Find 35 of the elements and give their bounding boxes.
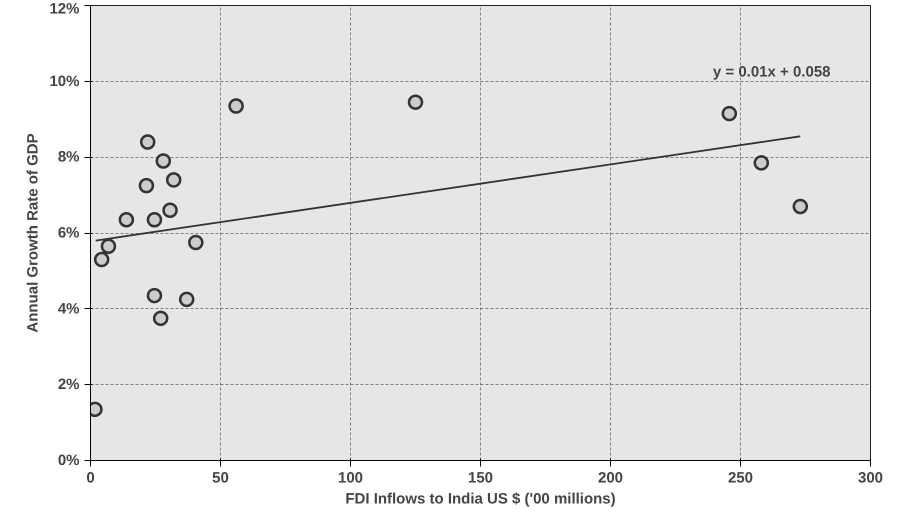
point (188, 234, 204, 250)
x-tick-label: 150 (468, 470, 494, 486)
point (140, 134, 156, 150)
point (166, 172, 182, 188)
point (792, 198, 808, 214)
y-tick-label: 4% (58, 300, 80, 318)
x-tick-label: 300 (858, 470, 884, 486)
point (754, 155, 770, 171)
y-tick-label: 6% (58, 224, 80, 242)
point (156, 153, 172, 169)
point (100, 238, 116, 254)
x-tick-label: 100 (338, 470, 364, 486)
point (408, 94, 424, 110)
point (138, 178, 154, 194)
x-tick-label: 200 (598, 470, 624, 486)
y-tick-label: 2% (58, 376, 80, 394)
x-tick-label: 0 (86, 470, 95, 486)
y-tick-label: 0% (58, 452, 80, 469)
x-tick-label: 250 (728, 470, 754, 486)
point (146, 288, 162, 304)
y-tick-label: 12% (49, 0, 80, 18)
y-axis-title: Annual Growth Rate of GDP (24, 133, 42, 333)
x-axis-title: FDI Inflows to India US $ ('00 millions) (345, 490, 616, 508)
annotation: y = 0.01x + 0.058 (712, 64, 831, 80)
point (94, 252, 110, 268)
point (162, 202, 178, 218)
point (228, 98, 244, 114)
y-tick-label: 8% (58, 148, 80, 166)
point (146, 212, 162, 228)
x-tick-label: 50 (212, 470, 229, 486)
point (152, 310, 168, 326)
point (178, 292, 194, 308)
point (118, 212, 134, 228)
point (722, 106, 738, 122)
y-tick-label: 10% (49, 72, 80, 90)
